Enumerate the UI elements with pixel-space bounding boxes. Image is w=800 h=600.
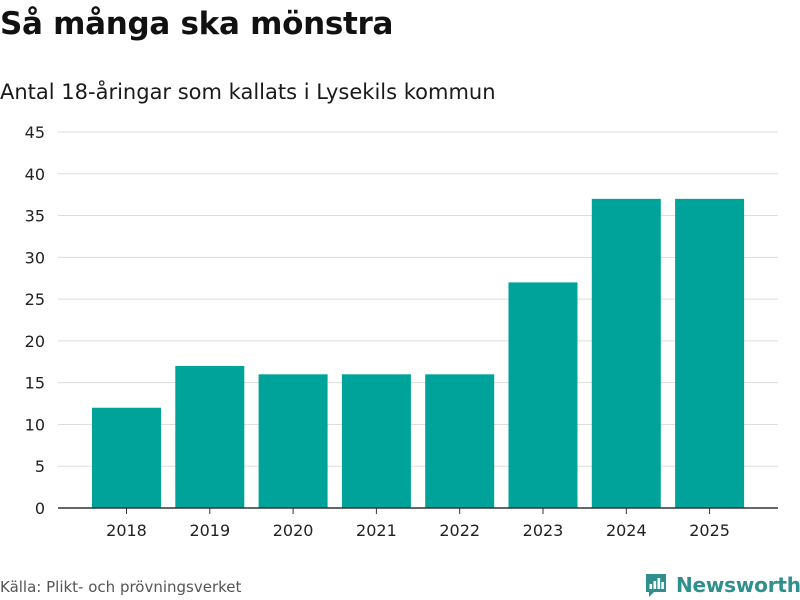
bar-2019 [175, 365, 245, 508]
x-tick-label: 2020 [273, 521, 314, 540]
y-tick-label: 0 [35, 499, 45, 518]
chart-subtitle: Antal 18-åringar som kallats i Lysekils … [0, 80, 496, 104]
y-tick-label: 5 [35, 457, 45, 476]
y-tick-label: 40 [25, 165, 45, 184]
y-tick-label: 15 [25, 374, 45, 393]
x-tick-label: 2025 [689, 521, 730, 540]
y-tick-label: 30 [25, 248, 45, 267]
y-axis-ticks: 0 5 10 15 20 25 30 35 40 45 [25, 123, 45, 518]
x-tick-label: 2024 [606, 521, 647, 540]
x-tick-label: 2019 [189, 521, 230, 540]
y-tick-label: 35 [25, 207, 45, 226]
y-tick-label: 20 [25, 332, 45, 351]
bar-2025 [675, 198, 745, 508]
bar-2023 [508, 282, 578, 508]
x-tick-label: 2018 [106, 521, 147, 540]
brand-logo: Newsworthy [644, 570, 800, 600]
x-axis-ticks: 2018 2019 2020 2021 2022 2023 2024 2025 [106, 508, 730, 540]
bar-2024 [591, 198, 661, 508]
y-tick-label: 45 [25, 123, 45, 142]
bar-2021 [341, 374, 411, 508]
chart-title: Så många ska mönstra [0, 6, 394, 42]
y-tick-label: 10 [25, 415, 45, 434]
x-tick-label: 2023 [523, 521, 564, 540]
y-tick-label: 25 [25, 290, 45, 309]
source-note: Källa: Plikt- och prövningsverket [0, 578, 242, 596]
x-tick-label: 2022 [439, 521, 480, 540]
gridlines [58, 131, 778, 467]
bar-2022 [425, 374, 495, 508]
newsworthy-logo-icon [646, 574, 666, 597]
bars [92, 198, 745, 508]
bar-2020 [258, 374, 328, 508]
x-tick-label: 2021 [356, 521, 397, 540]
brand-name: Newsworthy [676, 573, 800, 597]
bar-2018 [92, 407, 161, 508]
